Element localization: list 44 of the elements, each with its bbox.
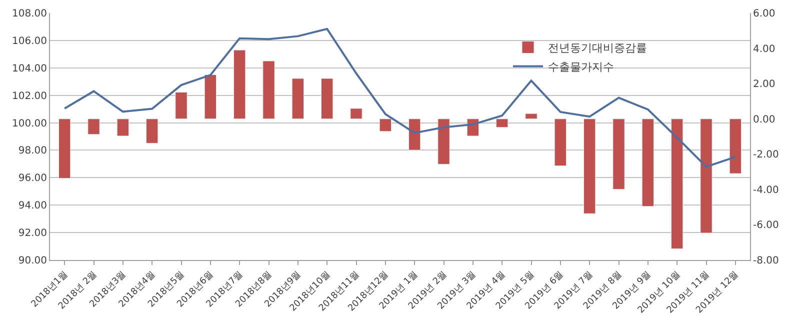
bar	[642, 118, 654, 207]
bar	[729, 118, 742, 174]
bar	[116, 118, 129, 136]
bar	[262, 60, 275, 120]
bar	[350, 108, 362, 120]
bar	[525, 113, 538, 120]
bar	[438, 118, 450, 164]
bar	[58, 118, 71, 179]
y2-tick-label: -4.00	[753, 184, 779, 196]
y-tick-label: 92.00	[18, 228, 47, 240]
legend-label: 수출물가지수	[548, 60, 614, 74]
y-tick-label: 94.00	[18, 200, 47, 212]
bar	[379, 118, 392, 132]
y2-tick-label: 4.00	[753, 44, 776, 55]
y2-tick-label: -6.00	[753, 220, 779, 232]
y2-tick-label: -8.00	[753, 256, 779, 266]
bar	[146, 118, 158, 144]
y2-tick-label: 2.00	[753, 79, 776, 90]
bar	[321, 78, 334, 120]
y-tick-label: 100.00	[12, 118, 47, 130]
line-series	[64, 28, 736, 168]
bar	[554, 118, 566, 166]
y-tick-label: 104.00	[12, 63, 47, 74]
bar	[88, 118, 100, 135]
y-tick-label: 96.00	[18, 173, 47, 184]
bar	[234, 50, 246, 120]
y2-tick-label: 0.00	[753, 114, 776, 126]
y-tick-label: 106.00	[12, 36, 47, 47]
bar	[496, 118, 508, 128]
bar	[671, 118, 684, 249]
bar	[292, 78, 304, 120]
bar	[584, 118, 596, 214]
bar	[175, 92, 188, 120]
y-tick-label: 102.00	[12, 90, 47, 102]
bar	[700, 118, 712, 234]
y2-tick-label: -2.00	[753, 150, 779, 161]
y2-tick-label: 6.00	[753, 8, 776, 20]
legend-label: 전년동기대비증감률	[548, 42, 647, 55]
bar	[408, 118, 421, 150]
y-tick-label: 90.00	[18, 256, 47, 266]
bar	[204, 74, 216, 120]
y-tick-label: 98.00	[18, 146, 47, 157]
y-tick-label: 108.00	[12, 8, 47, 20]
bar	[612, 118, 625, 190]
